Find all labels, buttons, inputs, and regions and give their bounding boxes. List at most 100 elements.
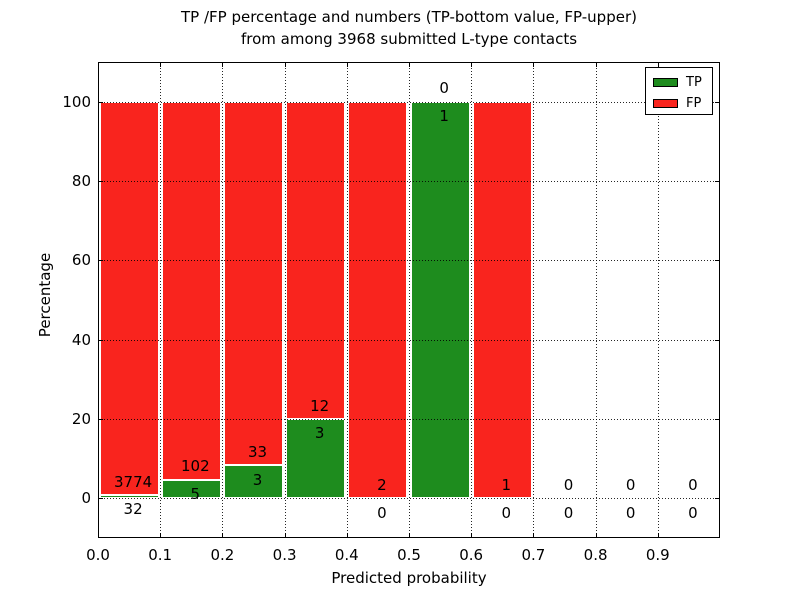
x-tick-label: 0.1 xyxy=(148,546,173,564)
bar-segment-fp xyxy=(286,101,346,419)
y-tick-label: 100 xyxy=(62,92,91,111)
chart-title-line2: from among 3968 submitted L-type contact… xyxy=(240,30,578,48)
tp-count-label: 0 xyxy=(563,503,574,522)
x-tick-mark xyxy=(160,533,162,538)
x-tick-label: 0.3 xyxy=(272,546,297,564)
chart-title: TP /FP percentage and numbers (TP-bottom… xyxy=(98,6,720,50)
y-tick-mark xyxy=(715,339,720,341)
gridline-vertical xyxy=(409,62,410,538)
tp-count-label: 0 xyxy=(377,503,387,522)
y-tick-mark xyxy=(98,419,103,420)
tp-count-label: 0 xyxy=(625,503,636,522)
x-tick-label: 0.8 xyxy=(583,546,608,564)
x-tick-label: 0.0 xyxy=(86,546,110,564)
x-tick-mark xyxy=(533,62,535,67)
tp-count-label: 5 xyxy=(190,485,201,504)
x-tick-mark xyxy=(160,62,162,67)
x-tick-mark xyxy=(346,62,348,67)
x-tick-mark xyxy=(409,533,410,538)
bar-segment-fp xyxy=(223,101,284,466)
y-tick-label: 80 xyxy=(71,172,91,190)
gridline-vertical xyxy=(346,62,348,538)
y-tick-mark xyxy=(98,498,103,500)
gridline-vertical xyxy=(657,62,659,538)
bar-segment-tp xyxy=(99,494,159,499)
x-tick-mark xyxy=(471,62,473,67)
x-tick-label: 0.6 xyxy=(459,546,484,564)
fp-count-label: 0 xyxy=(439,79,449,98)
y-tick-label: 40 xyxy=(71,330,91,349)
x-tick-mark xyxy=(98,533,99,538)
x-tick-mark xyxy=(222,62,224,67)
legend: TP FP xyxy=(645,67,713,115)
fp-count-label: 2 xyxy=(377,475,387,494)
x-tick-label: 0.5 xyxy=(397,546,421,564)
legend-item-tp: TP xyxy=(653,74,712,91)
y-tick-mark xyxy=(715,101,720,103)
tp-count-label: 32 xyxy=(123,500,143,519)
bar-segment-fp xyxy=(99,101,159,495)
x-tick-mark xyxy=(284,62,286,67)
y-tick-mark xyxy=(715,181,720,182)
y-tick-mark xyxy=(715,498,720,500)
gridline-vertical xyxy=(595,62,597,538)
y-tick-mark xyxy=(98,101,103,103)
tp-count-label: 3 xyxy=(314,424,325,443)
x-tick-label: 0.9 xyxy=(645,546,670,564)
legend-label-fp: FP xyxy=(686,96,702,111)
legend-item-fp: FP xyxy=(653,95,712,112)
x-tick-mark xyxy=(657,62,659,67)
fp-count-label: 3774 xyxy=(114,472,153,491)
tp-count-label: 1 xyxy=(439,106,449,125)
x-tick-mark xyxy=(98,62,99,67)
fp-count-label: 1 xyxy=(501,475,512,494)
gridline-vertical xyxy=(160,62,162,538)
fp-count-label: 33 xyxy=(247,442,268,461)
tp-swatch-icon xyxy=(653,78,678,87)
gridline-vertical xyxy=(284,62,286,538)
fp-swatch-icon xyxy=(653,99,678,108)
chart-title-line1: TP /FP percentage and numbers (TP-bottom… xyxy=(181,8,637,26)
fp-count-label: 102 xyxy=(180,457,210,476)
legend-label-tp: TP xyxy=(686,75,702,90)
y-tick-mark xyxy=(715,260,720,262)
x-tick-mark xyxy=(284,533,286,538)
fp-count-label: 0 xyxy=(563,475,574,494)
y-tick-mark xyxy=(98,260,103,262)
bar-segment-tp xyxy=(286,419,346,499)
x-tick-mark xyxy=(222,533,224,538)
y-tick-mark xyxy=(98,181,103,182)
y-tick-label: 20 xyxy=(71,410,91,428)
x-axis-label: Predicted probability xyxy=(331,569,487,587)
x-tick-label: 0.4 xyxy=(334,546,359,564)
fp-count-label: 0 xyxy=(688,475,698,494)
bar-segment-fp xyxy=(161,101,221,480)
bar-segment-tp xyxy=(161,479,221,499)
tp-count-label: 0 xyxy=(688,503,698,522)
x-tick-mark xyxy=(409,62,410,67)
x-tick-mark xyxy=(595,533,597,538)
x-tick-mark xyxy=(471,533,473,538)
bar-segment-fp xyxy=(472,101,532,499)
fp-count-label: 12 xyxy=(310,396,330,415)
bar-segment-fp xyxy=(348,101,408,499)
bar-segment-tp xyxy=(410,101,470,499)
x-tick-label: 0.7 xyxy=(521,546,546,564)
tp-count-label: 0 xyxy=(501,503,512,522)
y-tick-mark xyxy=(98,339,103,341)
gridline-vertical xyxy=(471,62,473,538)
x-tick-mark xyxy=(595,62,597,67)
fp-count-label: 0 xyxy=(625,475,636,494)
bar-segment-tp xyxy=(223,465,284,499)
x-tick-mark xyxy=(346,533,348,538)
gridline-vertical xyxy=(533,62,535,538)
x-tick-mark xyxy=(657,533,659,538)
tp-count-label: 3 xyxy=(252,470,263,489)
y-tick-label: 60 xyxy=(71,251,91,270)
x-tick-mark xyxy=(533,533,535,538)
y-tick-label: 0 xyxy=(81,489,91,508)
y-tick-mark xyxy=(715,419,720,420)
gridline-vertical xyxy=(222,62,224,538)
x-tick-label: 0.2 xyxy=(210,546,235,564)
